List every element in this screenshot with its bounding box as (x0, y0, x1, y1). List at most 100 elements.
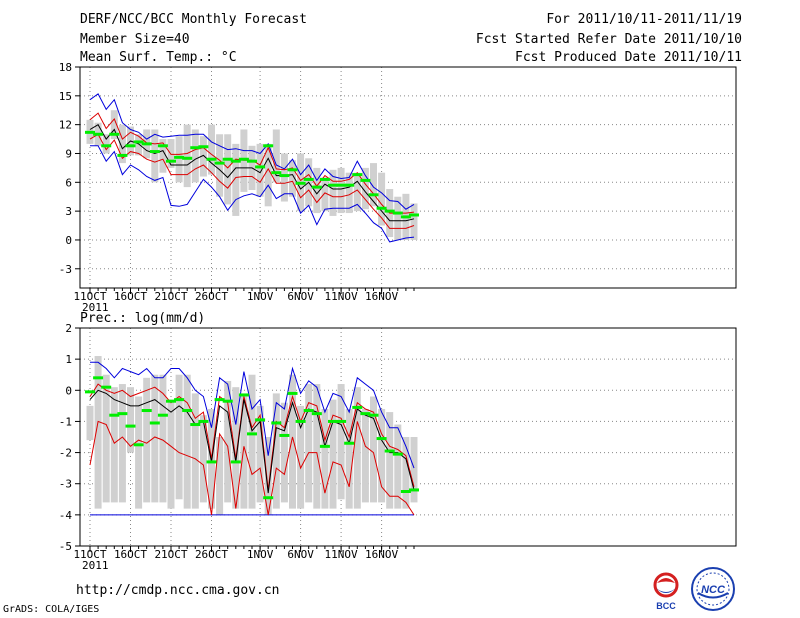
forecast-marker (247, 159, 257, 163)
spread-box (191, 129, 199, 183)
forecast-marker (336, 419, 347, 423)
forecast-marker (384, 449, 395, 453)
panel-title: Prec.: log(mm/d) (80, 311, 205, 326)
forecast-marker (222, 399, 233, 403)
spread-box (175, 136, 183, 183)
spread-box (102, 374, 110, 503)
source-url[interactable]: http://cmdp.ncc.cma.gov.cn (76, 583, 280, 598)
spread-box (410, 203, 418, 240)
forecast-marker (206, 460, 217, 464)
ensemble-mean-line (89, 389, 415, 494)
forecast-marker (295, 181, 306, 185)
forecast-marker (287, 168, 298, 172)
x-tick-label: 1NOV (247, 290, 274, 303)
forecast-marker (230, 460, 241, 464)
spread-box (280, 402, 288, 503)
forecast-marker (149, 150, 160, 154)
forecast-marker (157, 144, 168, 148)
spread-box (102, 134, 110, 154)
spread-box (386, 412, 394, 509)
spread-box (240, 393, 248, 509)
forecast-marker (271, 171, 282, 175)
spread-box (151, 129, 159, 183)
forecast-marker (279, 174, 290, 178)
forecast-marker (190, 423, 201, 427)
forecast-marker (360, 178, 371, 182)
spread-box (345, 172, 353, 214)
x-tick-label: 26OCT (195, 548, 228, 561)
forecast-marker (141, 409, 152, 413)
forecast-marker (141, 142, 152, 146)
x-tick-label: 11NOV (325, 548, 358, 561)
spread-box (361, 167, 369, 210)
forecast-marker (360, 412, 371, 416)
forecast-marker (85, 130, 95, 134)
forecast-marker (368, 413, 379, 417)
spread-box (167, 399, 175, 509)
spread-box (248, 374, 256, 509)
spread-box (167, 139, 175, 168)
forecast-marker (303, 177, 314, 181)
forecast-marker (238, 157, 249, 161)
forecast-marker (101, 144, 112, 148)
spread-box (394, 196, 402, 240)
upper-envelope-line (89, 93, 415, 210)
forecast-marker (303, 409, 314, 413)
forecast-marker (376, 437, 387, 441)
forecast-marker (263, 496, 274, 500)
x-tick-label: 16OCT (114, 290, 147, 303)
forecast-marker (109, 132, 120, 136)
forecast-marker (336, 183, 347, 187)
spread-box (94, 356, 102, 509)
forecast-marker (255, 418, 266, 422)
upper-envelope-line (90, 361, 415, 469)
spread-box (337, 167, 345, 214)
spread-box (110, 110, 118, 140)
x-tick-label: 16NOV (365, 290, 398, 303)
y-tick-label: 12 (59, 119, 72, 132)
spread-box (135, 396, 143, 509)
y-tick-label: 0 (65, 384, 72, 397)
forecast-marker (238, 393, 249, 397)
spread-box (337, 384, 345, 500)
forecast-marker (206, 157, 217, 161)
spread-box (151, 374, 159, 503)
x-tick-label: 11OCT (73, 548, 106, 561)
forecast-marker (117, 412, 128, 416)
forecast-period: For 2011/10/11-2011/11/19 (546, 12, 742, 27)
y-tick-label: 15 (59, 90, 72, 103)
spread-box (378, 408, 386, 503)
x-tick-label: 26OCT (195, 290, 228, 303)
forecast-marker (352, 173, 363, 177)
bcc-logo-text: BCC (656, 601, 676, 611)
spread-box (118, 384, 126, 503)
spread-box (256, 143, 264, 197)
forecast-marker (392, 211, 403, 215)
y-tick-label: -2 (59, 447, 72, 460)
spread-box (208, 124, 215, 175)
forecast-marker (400, 490, 411, 493)
spread-box (216, 437, 224, 515)
forecast-marker (101, 385, 112, 389)
x-tick-label: 21OCT (154, 548, 187, 561)
forecast-marker (295, 419, 306, 423)
spread-box (272, 129, 280, 183)
forecast-marker (319, 177, 330, 181)
spread-box (370, 396, 377, 503)
plot-frame (79, 327, 737, 547)
produced-date: Fcst Produced Date 2011/10/11 (515, 50, 742, 65)
forecast-marker (133, 443, 144, 447)
forecast-marker (222, 157, 233, 161)
bcc-logo: BCC (653, 572, 679, 611)
spread-box (264, 437, 272, 515)
forecast-marker (214, 398, 225, 402)
forecast-marker (279, 433, 290, 437)
spread-box (280, 153, 288, 202)
forecast-marker (93, 132, 104, 136)
spread-box (216, 134, 224, 197)
forecast-marker (344, 183, 355, 187)
spread-box (86, 405, 94, 441)
